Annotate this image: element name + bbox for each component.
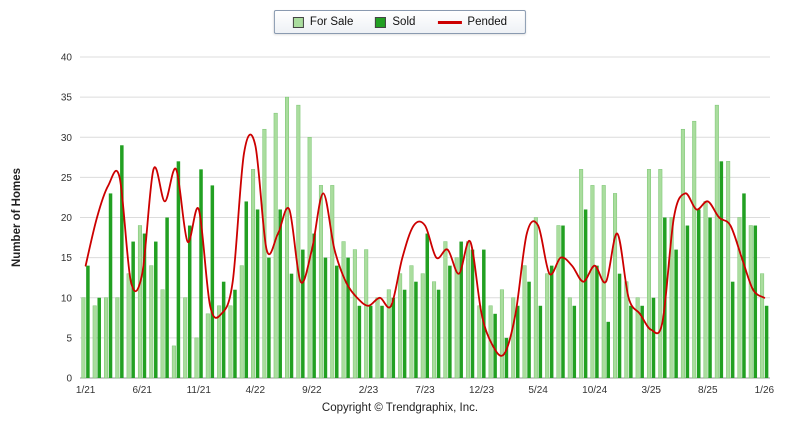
sold-swatch-icon — [375, 16, 387, 28]
svg-text:25: 25 — [61, 173, 73, 184]
svg-text:3/25: 3/25 — [641, 385, 661, 396]
svg-text:0: 0 — [66, 374, 72, 385]
svg-text:11/21: 11/21 — [187, 385, 212, 396]
legend-label-for-sale: For Sale — [309, 16, 354, 28]
svg-text:12/23: 12/23 — [469, 385, 494, 396]
svg-text:30: 30 — [61, 133, 73, 144]
svg-text:7/23: 7/23 — [415, 385, 435, 396]
svg-text:10/24: 10/24 — [582, 385, 607, 396]
svg-text:9/22: 9/22 — [302, 385, 322, 396]
svg-text:15: 15 — [61, 253, 73, 264]
svg-text:1/26: 1/26 — [755, 385, 775, 396]
legend-label-sold: Sold — [392, 16, 416, 28]
svg-text:6/21: 6/21 — [132, 385, 152, 396]
legend-item-sold: Sold — [375, 16, 415, 28]
svg-text:35: 35 — [61, 93, 73, 104]
chart-plot-area: 0 5 10 15 20 25 30 35 40 1/21 6/21 11/21 4/22 9/22 2/2… — [11, 53, 775, 397]
svg-text:40: 40 — [61, 53, 73, 64]
for-sale-swatch-icon — [292, 16, 304, 28]
legend-item-pended: Pended — [437, 16, 507, 28]
pended-line-swatch-icon — [437, 20, 462, 24]
svg-text:1/21: 1/21 — [76, 385, 96, 396]
svg-text:5/24: 5/24 — [528, 385, 548, 396]
svg-text:10: 10 — [61, 293, 73, 304]
chart-legend: For Sale Sold Pended — [273, 10, 527, 34]
svg-text:4/22: 4/22 — [246, 385, 266, 396]
svg-text:5: 5 — [66, 333, 72, 344]
svg-text:8/25: 8/25 — [698, 385, 718, 396]
legend-label-pended: Pended — [467, 16, 508, 28]
copyright-text: Copyright © Trendgraphix, Inc. — [321, 402, 479, 414]
svg-text:2/23: 2/23 — [359, 385, 379, 396]
svg-text:Number of Homes: Number of Homes — [11, 168, 23, 267]
legend-item-for-sale: For Sale — [292, 16, 354, 28]
svg-text:20: 20 — [61, 213, 73, 224]
